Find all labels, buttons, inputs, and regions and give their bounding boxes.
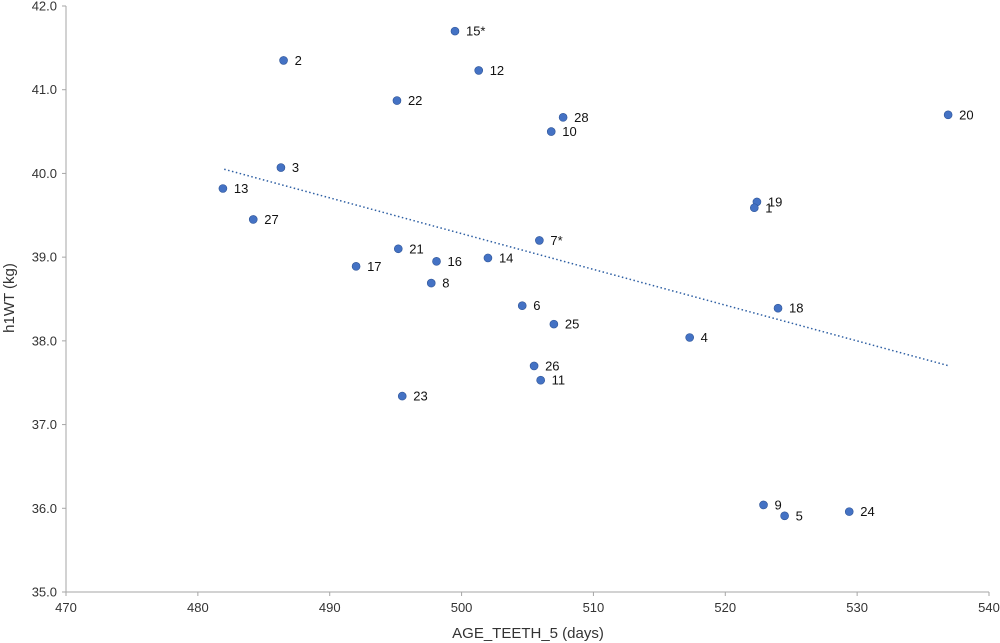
- data-point-label: 9: [775, 497, 782, 512]
- data-point-label: 20: [959, 107, 973, 122]
- y-tick-label: 41.0: [32, 82, 57, 97]
- data-point-label: 22: [408, 93, 422, 108]
- y-tick-label: 35.0: [32, 585, 57, 600]
- y-tick-label: 36.0: [32, 501, 57, 516]
- data-point: [393, 244, 403, 254]
- y-tick-label: 40.0: [32, 166, 57, 181]
- data-point-label: 14: [499, 250, 513, 265]
- data-point-label: 17: [367, 259, 381, 274]
- data-point-label: 7*: [550, 233, 562, 248]
- x-tick-label: 540: [978, 600, 1000, 615]
- data-point: [426, 278, 436, 288]
- x-axis-label: AGE_TEETH_5 (days): [452, 625, 604, 642]
- trendline-group: [224, 168, 950, 367]
- data-point-label: 4: [701, 330, 708, 345]
- data-point-label: 6: [533, 298, 540, 313]
- data-point: [450, 26, 460, 36]
- data-point: [218, 184, 228, 193]
- x-tick-label: 500: [451, 600, 473, 615]
- trendline: [224, 168, 950, 367]
- data-point: [517, 301, 527, 310]
- data-point: [759, 500, 768, 510]
- data-point-label: 16: [448, 254, 462, 269]
- data-point-label: 24: [860, 504, 874, 519]
- data-point: [943, 110, 953, 120]
- data-point: [392, 96, 402, 105]
- data-point: [780, 511, 789, 521]
- data-point: [536, 375, 545, 385]
- data-point-label: 18: [789, 301, 803, 316]
- data-point: [248, 215, 258, 224]
- data-point: [483, 253, 493, 263]
- data-point-label: 2: [295, 53, 302, 68]
- data-point-label: 8: [442, 276, 449, 291]
- data-point-label: 28: [574, 110, 588, 125]
- data-point: [529, 361, 539, 371]
- data-point: [749, 203, 759, 213]
- x-tick-label: 480: [187, 600, 209, 615]
- data-point: [432, 257, 441, 266]
- data-point-label: 15*: [466, 24, 486, 39]
- y-tick-label: 42.0: [32, 0, 57, 14]
- data-point-label: 23: [413, 389, 427, 404]
- data-point: [558, 113, 568, 122]
- data-point-label: 11: [552, 373, 566, 388]
- data-point: [844, 507, 854, 516]
- data-point-label: 12: [490, 63, 504, 78]
- x-tick-label: 510: [583, 600, 605, 615]
- data-point: [546, 127, 556, 136]
- data-point-label: 3: [292, 160, 299, 175]
- data-point-label: 27: [264, 212, 278, 227]
- data-point: [351, 262, 361, 271]
- y-axis-label: h1WT (kg): [1, 263, 18, 333]
- data-point: [474, 66, 484, 75]
- data-point: [549, 319, 559, 329]
- data-point-label: 26: [545, 358, 559, 373]
- x-tick-label: 530: [846, 600, 868, 615]
- data-point-label: 5: [796, 508, 803, 523]
- data-point-label: 25: [565, 317, 579, 332]
- data-points: 15* 2 12 22 28 20 10 3 13 191 27 7* 21 14 16 17 8 6 18 25 4 2…: [218, 24, 974, 523]
- data-point: [397, 391, 407, 401]
- data-point-label: 10: [562, 124, 576, 139]
- axes: 470 480 490 500 510 520 530 54035.036.037.038.0…: [32, 0, 1000, 615]
- data-point: [535, 236, 544, 245]
- x-tick-label: 520: [714, 600, 736, 615]
- y-tick-label: 38.0: [32, 333, 57, 348]
- data-point: [773, 303, 783, 313]
- x-tick-label: 470: [55, 600, 77, 615]
- data-point: [685, 333, 694, 342]
- x-tick-label: 490: [319, 600, 341, 615]
- y-tick-label: 39.0: [32, 250, 57, 265]
- data-point: [279, 56, 288, 65]
- data-point: [276, 163, 286, 172]
- data-point-label: 21: [409, 241, 423, 256]
- data-point-label: 1: [765, 200, 772, 215]
- data-point-label: 19: [768, 194, 782, 209]
- data-point-label: 13: [234, 181, 248, 196]
- y-tick-label: 37.0: [32, 417, 57, 432]
